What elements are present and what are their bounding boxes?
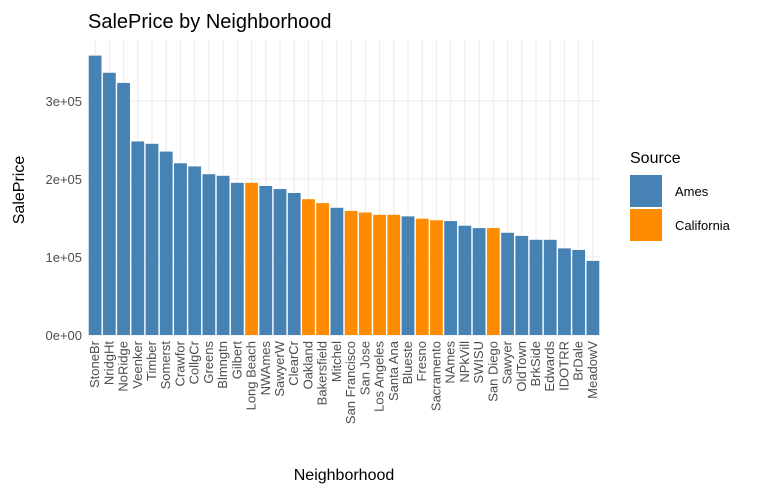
x-tick-label: San Francisco (343, 341, 358, 424)
x-tick-label: Somerst (158, 341, 173, 390)
bar (88, 55, 102, 336)
bar (216, 175, 230, 335)
x-tick-label: NWAmes (258, 341, 273, 396)
x-tick-label: Blmngtn (215, 341, 230, 389)
x-tick-label: Edwards (542, 341, 557, 392)
bar (572, 249, 586, 335)
x-tick-label: NAmes (443, 341, 458, 384)
bar (529, 239, 543, 335)
bar (330, 207, 344, 335)
bar (259, 185, 273, 335)
x-tick-label: BrkSide (528, 341, 543, 387)
bar (174, 163, 187, 335)
bar (230, 182, 244, 335)
bar (202, 174, 216, 335)
y-tick-label: 0e+00 (45, 328, 82, 343)
bar (458, 225, 472, 335)
bar (415, 218, 429, 335)
x-tick-label: Long Beach (244, 341, 259, 410)
y-tick-label: 3e+05 (45, 94, 82, 109)
x-tick-label: Los Angeles (372, 341, 387, 412)
bar (344, 210, 358, 335)
bar (287, 192, 301, 335)
x-tick-label: Sacramento (428, 341, 443, 411)
bar (131, 141, 145, 335)
y-tick-label: 2e+05 (45, 172, 82, 187)
x-tick-label: Oakland (300, 341, 315, 389)
x-tick-label: Blueste (400, 341, 415, 384)
x-tick-label: CollgCr (187, 340, 202, 384)
x-tick-label: Sawyer (500, 340, 515, 384)
legend-label: Ames (675, 184, 709, 199)
x-tick-label: ClearCr (286, 340, 301, 385)
bar (302, 199, 315, 335)
x-tick-label: Greens (201, 341, 216, 384)
bar (586, 260, 600, 335)
bar (159, 151, 173, 335)
bar (358, 212, 372, 335)
legend-key (630, 175, 662, 207)
bar (486, 228, 500, 335)
x-tick-label: SWISU (471, 341, 486, 384)
bar (515, 235, 529, 335)
bar (430, 220, 443, 335)
x-tick-label: Gilbert (229, 341, 244, 380)
x-tick-label: Bakersfield (315, 341, 330, 405)
legend-label: California (675, 218, 731, 233)
x-tick-label: Veenker (130, 340, 145, 388)
bar (188, 166, 202, 335)
bar (401, 216, 415, 335)
bar (373, 214, 386, 335)
legend-key (630, 209, 662, 241)
bar (102, 72, 116, 336)
x-tick-label: OldTown (514, 341, 529, 392)
x-tick-label: NPkVill (457, 341, 472, 383)
x-tick-label: San Diego (485, 341, 500, 402)
x-tick-label: SawyerW (272, 340, 287, 396)
bar (387, 214, 401, 335)
x-tick-label: IDOTRR (556, 341, 571, 391)
bar (501, 232, 514, 335)
x-tick-label: Timber (144, 340, 159, 381)
y-tick-label: 1e+05 (45, 250, 82, 265)
bar (543, 239, 557, 335)
x-tick-label: Mitchel (329, 341, 344, 382)
legend-title: Source (630, 150, 681, 167)
bar (558, 248, 571, 335)
x-tick-label: MeadowV (585, 341, 600, 399)
bar (273, 189, 287, 335)
bar (145, 143, 159, 335)
x-tick-label: StoneBr (87, 340, 102, 388)
x-tick-label: Fresno (414, 341, 429, 381)
x-tick-label: San Jose (357, 341, 372, 395)
bar (245, 182, 258, 335)
bar (316, 203, 330, 335)
bar (472, 228, 486, 335)
x-tick-label: NridgHt (101, 341, 116, 385)
y-axis-label: SalePrice (11, 156, 28, 225)
bar (117, 82, 130, 335)
x-tick-label: BrDale (571, 341, 586, 381)
chart-title: SalePrice by Neighborhood (88, 11, 332, 33)
x-tick-label: NoRidge (116, 341, 131, 392)
x-tick-label: Santa Ana (386, 340, 401, 401)
x-axis-label: Neighborhood (294, 467, 395, 484)
x-tick-label: Crawfor (172, 340, 187, 386)
bar (444, 221, 458, 335)
